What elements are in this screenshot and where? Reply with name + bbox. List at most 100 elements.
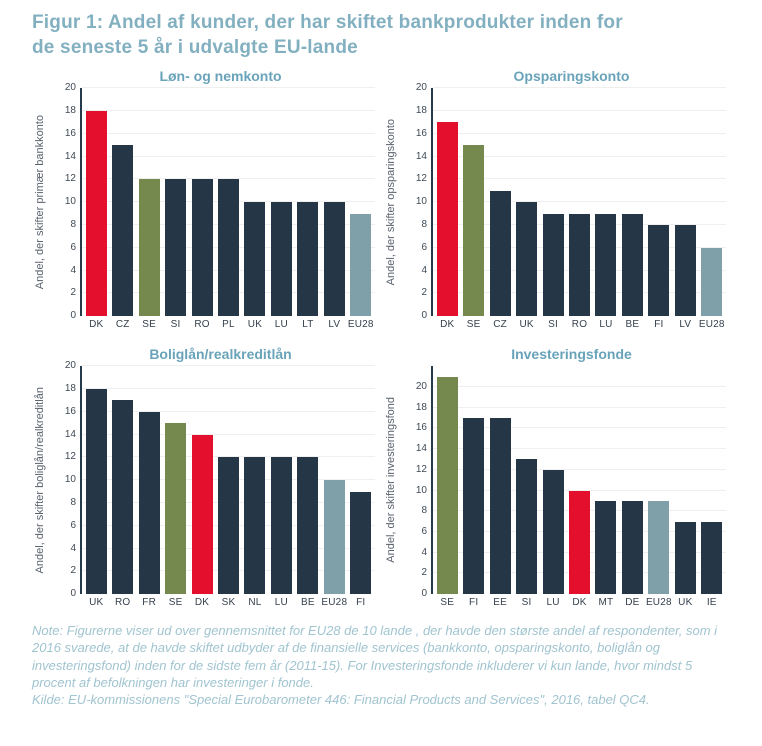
bar-UK bbox=[244, 202, 266, 317]
x-axis-label: CZ bbox=[115, 319, 130, 331]
bar-slot bbox=[109, 366, 135, 595]
bar-slot bbox=[619, 366, 645, 595]
x-axis-labels: UK RO FR SE DK SK NL LU BE EU28 FI bbox=[82, 597, 375, 608]
y-tick-label: 18 bbox=[415, 104, 427, 116]
bar-FI bbox=[648, 224, 670, 317]
x-axis-label: FI bbox=[356, 597, 366, 609]
bar-slot bbox=[672, 366, 698, 595]
note-text: Note: Figurerne viser ud over gennemsnit… bbox=[32, 623, 718, 690]
bar-SI bbox=[542, 213, 564, 317]
y-tick-label: 2 bbox=[421, 567, 427, 579]
x-axis-label: BE bbox=[300, 597, 315, 609]
plot-area: 0 2 4 6 8 10 12 14 16 18 20 bbox=[65, 83, 375, 321]
x-axis-label: IE bbox=[706, 597, 717, 609]
gridline bbox=[433, 406, 726, 408]
x-axis-label: EU28 bbox=[645, 597, 672, 609]
x-axis-label: MT bbox=[598, 597, 614, 609]
x-axis-label: EE bbox=[493, 597, 507, 609]
bar-DK bbox=[85, 110, 107, 317]
y-tick-label: 4 bbox=[70, 542, 76, 554]
y-tick-label: 8 bbox=[70, 218, 76, 230]
bar-DK bbox=[436, 122, 458, 317]
gridline bbox=[82, 87, 375, 89]
x-axis-label: SK bbox=[221, 597, 236, 609]
bar-MT bbox=[595, 500, 617, 595]
y-tick-label: 2 bbox=[421, 287, 427, 299]
chart-title: Boliglån/realkreditlån bbox=[149, 346, 292, 363]
bar-slot bbox=[109, 88, 135, 317]
y-axis-label: Andel, der skifter primær bankkonto bbox=[34, 115, 46, 290]
gridline bbox=[433, 155, 726, 157]
bar-EU28 bbox=[648, 500, 670, 595]
bar-SE bbox=[463, 145, 485, 317]
y-tick-label: 10 bbox=[64, 196, 76, 208]
bar-slot bbox=[699, 366, 725, 595]
x-axis-label: FI bbox=[469, 597, 479, 609]
y-tick-label: 2 bbox=[70, 287, 76, 299]
bar-slot bbox=[295, 88, 321, 317]
gridline bbox=[82, 132, 375, 134]
x-axis-label: LV bbox=[328, 319, 341, 331]
bar-slot bbox=[699, 88, 725, 317]
y-tick-label: 0 bbox=[421, 310, 427, 322]
bar-LT bbox=[297, 202, 319, 317]
bar-slot bbox=[513, 366, 539, 595]
y-tick-label: 16 bbox=[415, 127, 427, 139]
bar-slot bbox=[189, 88, 215, 317]
figure-page: Figur 1: Andel af kunder, der har skifte… bbox=[32, 12, 734, 708]
x-axis-label: SE bbox=[168, 597, 183, 609]
x-axis-label: EU28 bbox=[321, 597, 348, 609]
chart-lon-og-nemkonto: Løn- og nemkonto Andel, der skifter prim… bbox=[32, 68, 383, 330]
bar-SI bbox=[165, 179, 187, 317]
bar-DK bbox=[568, 490, 590, 595]
gridline bbox=[82, 178, 375, 180]
chart-investeringsfonde: Investeringsfonde Andel, der skifter inv… bbox=[383, 346, 734, 608]
bar-SE bbox=[436, 376, 458, 595]
bars bbox=[433, 366, 726, 595]
gridline bbox=[433, 448, 726, 450]
figure-title-line1: Figur 1: Andel af kunder, der har skifte… bbox=[32, 12, 623, 33]
bar-slot bbox=[434, 88, 460, 317]
x-axis-label: DE bbox=[625, 597, 640, 609]
y-tick-label: 18 bbox=[64, 104, 76, 116]
x-axis-label: EU28 bbox=[698, 319, 725, 331]
figure-title-line2: de seneste 5 år i udvalgte EU-lande bbox=[32, 37, 358, 59]
y-tick-label: 20 bbox=[64, 360, 76, 372]
x-axis-label: UK bbox=[247, 319, 263, 331]
bar-slot bbox=[348, 366, 374, 595]
x-axis-label: UK bbox=[519, 319, 534, 331]
y-tick-label: 6 bbox=[421, 241, 427, 253]
bar-EU28 bbox=[701, 247, 723, 317]
y-tick-label: 12 bbox=[415, 463, 427, 475]
bar-slot bbox=[189, 366, 215, 595]
bar-DE bbox=[621, 500, 643, 595]
bar-slot bbox=[215, 88, 241, 317]
x-axis-label: LU bbox=[274, 319, 288, 331]
bar-slot bbox=[566, 88, 592, 317]
y-tick-label: 16 bbox=[64, 405, 76, 417]
bar-LV bbox=[674, 224, 696, 317]
x-axis-label: CZ bbox=[493, 319, 507, 331]
chart-title: Opsparingskonto bbox=[513, 68, 630, 85]
source-text: Kilde: EU-kommissionens "Special Eurobar… bbox=[32, 692, 650, 708]
bar-slot bbox=[162, 88, 188, 317]
y-axis-label: Andel, der skifter opsparingskonto bbox=[385, 118, 397, 286]
bar-NL bbox=[244, 457, 266, 595]
gridline bbox=[433, 132, 726, 134]
x-axis-label: RO bbox=[194, 319, 210, 331]
y-tick-label: 18 bbox=[415, 401, 427, 413]
bar-UK bbox=[85, 388, 107, 595]
bar-slot bbox=[242, 88, 268, 317]
x-axis-label: SI bbox=[170, 319, 181, 331]
bar-RO bbox=[568, 213, 590, 317]
gridline bbox=[82, 155, 375, 157]
bar-CZ bbox=[489, 190, 511, 317]
y-tick-label: 8 bbox=[70, 496, 76, 508]
y-tick-label: 10 bbox=[415, 484, 427, 496]
y-tick-label: 6 bbox=[421, 525, 427, 537]
bar-FI bbox=[350, 491, 372, 595]
x-axis-label: SE bbox=[440, 597, 455, 609]
y-tick-label: 14 bbox=[415, 150, 427, 162]
chart-title: Løn- og nemkonto bbox=[159, 68, 282, 85]
bar-UK bbox=[516, 202, 538, 317]
